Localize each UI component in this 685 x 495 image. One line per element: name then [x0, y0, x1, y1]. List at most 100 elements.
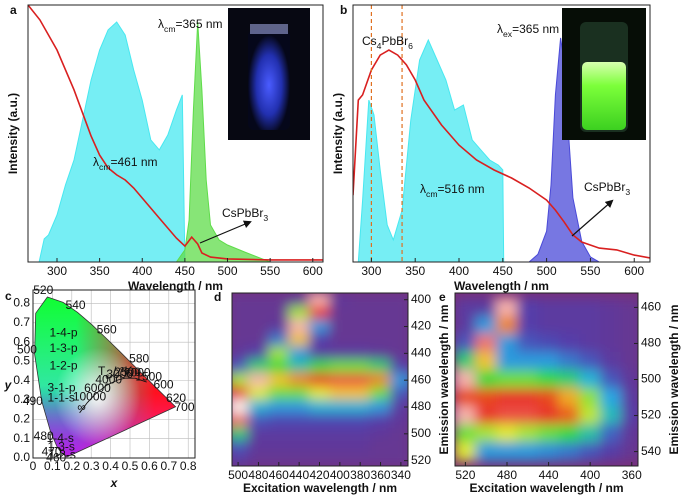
- heatmap-cell: [288, 293, 310, 307]
- x-tick-label: 0.3: [83, 459, 100, 473]
- temperature-label: 6000: [84, 381, 111, 395]
- heatmap-cell: [369, 293, 392, 307]
- x-tick-label: 350: [405, 264, 425, 278]
- planckian-locus: [79, 377, 147, 414]
- heatmap-cell: [308, 319, 331, 334]
- heatmap-cell: [455, 424, 477, 444]
- heatmap-cell: [247, 332, 270, 348]
- heatmap-cell: [288, 413, 310, 428]
- heatmap-cell: [268, 305, 290, 321]
- text-part: =365 nm: [176, 17, 223, 31]
- heatmap-cell: [308, 453, 331, 466]
- x-tick-label: 350: [90, 264, 110, 278]
- temperature-label: 2500: [114, 365, 141, 379]
- heatmap-cell: [308, 413, 331, 428]
- heatmap-cell: [600, 442, 622, 462]
- locus-label: 470: [42, 445, 62, 459]
- heatmap-cell: [247, 426, 270, 442]
- heatmap-cell: [349, 305, 371, 321]
- heatmap-cell: [558, 388, 581, 408]
- heatmap-cell: [558, 351, 581, 371]
- heatmap-cell: [288, 332, 310, 348]
- heatmap-cell: [268, 293, 290, 307]
- subscript: 4: [377, 41, 382, 51]
- heatmap-cell: [620, 388, 638, 408]
- heatmap-cell: [369, 346, 392, 361]
- heatmap-cell: [369, 440, 392, 455]
- heatmap-cell: [475, 333, 498, 353]
- heatmap-cell: [308, 359, 331, 374]
- x-tick-label: 400: [132, 264, 152, 278]
- plot-area: [28, 5, 323, 262]
- heatmap-cell: [329, 413, 351, 428]
- heatmap-cell: [390, 372, 408, 388]
- y-tick-label: 500: [411, 426, 431, 440]
- y-tick-label: 0.5: [13, 354, 30, 368]
- heatmap-cell: [329, 359, 351, 374]
- heatmap-cell: [369, 359, 392, 374]
- heatmap-cell: [558, 442, 581, 462]
- heatmap-cell: [247, 293, 270, 307]
- heatmap-cell: [537, 406, 560, 426]
- heatmap-cell: [349, 319, 371, 334]
- heatmap-cell: [475, 351, 498, 371]
- heatmap-cell: [390, 305, 408, 321]
- text-part: λ: [158, 17, 164, 31]
- heatmap-cell: [496, 424, 518, 444]
- heatmap-cell: [558, 315, 581, 335]
- heatmap-cell: [232, 440, 249, 455]
- heatmap-cell: [308, 426, 331, 442]
- annotation: Cs4PbBr6: [362, 34, 413, 51]
- heatmap-cell: [232, 426, 249, 442]
- photo-inset-a: [228, 8, 310, 140]
- x-tick-label: 450: [493, 264, 513, 278]
- spectrum-area: [38, 21, 186, 262]
- heatmap-cell: [288, 359, 310, 374]
- heatmap-cell: [496, 388, 518, 408]
- heatmap-cell: [247, 319, 270, 334]
- x-tick-label: 0.6: [141, 459, 158, 473]
- region-label: 1-3-p: [49, 341, 77, 355]
- x-tick-label: 400: [449, 264, 469, 278]
- heatmap-cell: [558, 406, 581, 426]
- heatmap-cell: [600, 424, 622, 444]
- annotation: Tc / °K: [98, 364, 132, 381]
- x-axis-title: x: [110, 476, 119, 490]
- x-tick-label: 0.5: [122, 459, 139, 473]
- heatmap-cell: [537, 333, 560, 353]
- heatmap-cell: [329, 453, 351, 466]
- y-axis-title: Intensity (a.u.): [6, 93, 20, 174]
- heatmap-cell: [600, 351, 622, 371]
- heatmap-cell: [600, 369, 622, 390]
- panel-label: a: [10, 3, 17, 17]
- subscript: 3: [625, 187, 630, 197]
- x-tick-label: 500: [537, 264, 557, 278]
- heatmap-cell: [369, 453, 392, 466]
- heatmap-cell: [600, 388, 622, 408]
- heatmap-cell: [268, 413, 290, 428]
- heatmap-cell: [232, 293, 249, 307]
- text-part: T: [98, 364, 106, 378]
- x-tick-label: 0.2: [63, 459, 80, 473]
- x-tick-label: 550: [580, 264, 600, 278]
- heatmap-cell: [308, 332, 331, 348]
- subscript: cm: [426, 189, 438, 199]
- y-tick-label: 0.3: [13, 392, 30, 406]
- text-part: =461 nm: [111, 155, 158, 169]
- x-tick-label: 380: [350, 468, 370, 482]
- x-tick-label: 340: [391, 468, 411, 482]
- heatmap-cell: [475, 297, 498, 317]
- heatmap-cell: [369, 332, 392, 348]
- heatmap-cell: [268, 426, 290, 442]
- heatmap-cell: [579, 297, 602, 317]
- heatmap-cell: [288, 440, 310, 455]
- heatmap-cell: [516, 388, 539, 408]
- heatmap-cell: [247, 346, 270, 361]
- annotation: λcm=516 nm: [420, 182, 485, 199]
- y-tick-label: 440: [411, 346, 431, 360]
- locus-label: 500: [17, 342, 37, 356]
- heatmap-cell: [475, 442, 498, 462]
- spectrum-area: [175, 21, 271, 262]
- x-axis-title: Wavelength / nm: [454, 279, 549, 293]
